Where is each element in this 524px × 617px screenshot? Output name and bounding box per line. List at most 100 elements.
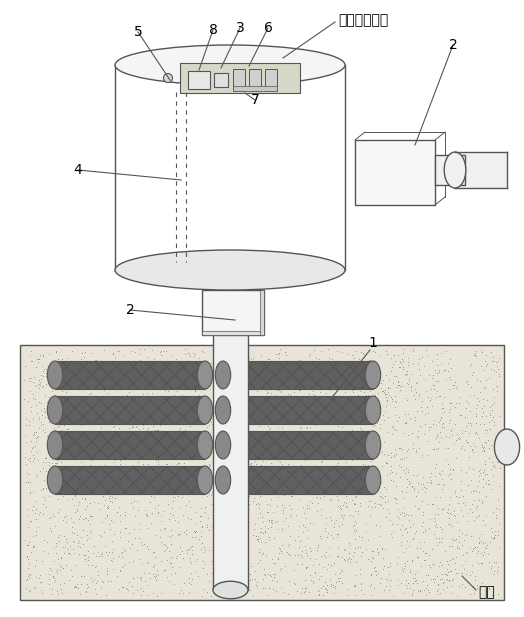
Point — [430, 559, 438, 569]
Point — [360, 434, 368, 444]
Point — [217, 431, 225, 441]
Point — [408, 590, 417, 600]
Point — [130, 496, 139, 506]
Point — [453, 541, 461, 551]
Point — [87, 527, 95, 537]
Point — [144, 372, 152, 382]
Point — [73, 481, 81, 491]
Point — [302, 583, 310, 593]
Point — [187, 579, 195, 589]
Point — [493, 362, 501, 371]
Point — [97, 407, 106, 417]
Point — [331, 448, 340, 458]
Point — [54, 494, 62, 503]
Point — [239, 423, 248, 433]
Point — [205, 471, 213, 481]
Point — [32, 472, 41, 482]
Point — [107, 547, 116, 557]
Point — [443, 508, 452, 518]
Point — [117, 549, 126, 558]
Point — [225, 558, 233, 568]
Point — [482, 375, 490, 385]
Point — [351, 487, 359, 497]
Point — [212, 365, 220, 375]
Point — [25, 559, 33, 569]
Point — [310, 390, 319, 400]
Point — [150, 425, 159, 435]
Point — [473, 583, 481, 593]
Point — [451, 420, 460, 429]
Point — [47, 485, 56, 495]
Point — [423, 477, 431, 487]
Point — [100, 376, 108, 386]
Point — [187, 542, 195, 552]
Point — [458, 540, 466, 550]
Point — [219, 529, 227, 539]
Point — [235, 432, 243, 442]
Point — [267, 360, 276, 370]
Point — [92, 561, 100, 571]
Point — [469, 366, 477, 376]
Point — [101, 470, 109, 480]
Point — [475, 537, 484, 547]
Ellipse shape — [198, 431, 213, 459]
Point — [125, 478, 133, 487]
Point — [407, 369, 415, 379]
Point — [386, 383, 394, 392]
Point — [387, 529, 395, 539]
Point — [494, 481, 503, 491]
Point — [221, 573, 229, 583]
Point — [57, 552, 65, 562]
Point — [106, 555, 115, 565]
Point — [332, 578, 340, 587]
Point — [130, 524, 138, 534]
Point — [287, 402, 295, 412]
Point — [77, 420, 85, 429]
Point — [350, 581, 358, 590]
Point — [285, 539, 293, 549]
Point — [444, 372, 453, 382]
Point — [40, 412, 49, 422]
Point — [438, 503, 446, 513]
Point — [352, 557, 360, 567]
Point — [135, 394, 144, 404]
Point — [34, 522, 42, 532]
Point — [146, 428, 155, 437]
Point — [397, 537, 406, 547]
Point — [135, 368, 144, 378]
Point — [34, 455, 42, 465]
Point — [53, 405, 62, 415]
Point — [276, 344, 284, 354]
Point — [478, 411, 487, 421]
Point — [416, 421, 424, 431]
Point — [265, 516, 273, 526]
Point — [384, 381, 392, 391]
Point — [482, 543, 490, 553]
Point — [315, 585, 323, 595]
Point — [154, 419, 162, 429]
Point — [367, 570, 375, 580]
Point — [286, 550, 294, 560]
Point — [227, 457, 236, 466]
Point — [331, 452, 340, 462]
Point — [406, 413, 414, 423]
Point — [398, 381, 407, 391]
Point — [351, 429, 359, 439]
Point — [251, 449, 259, 458]
Point — [331, 379, 339, 389]
Point — [289, 413, 297, 423]
Point — [288, 491, 297, 501]
Point — [474, 433, 483, 443]
Point — [43, 431, 51, 441]
Point — [204, 545, 213, 555]
Point — [220, 441, 228, 450]
Point — [445, 407, 453, 416]
Point — [472, 503, 481, 513]
Point — [469, 581, 477, 591]
Point — [378, 386, 387, 395]
Point — [69, 500, 78, 510]
Point — [257, 527, 265, 537]
Point — [394, 381, 402, 391]
Point — [266, 393, 275, 403]
Point — [412, 552, 421, 562]
